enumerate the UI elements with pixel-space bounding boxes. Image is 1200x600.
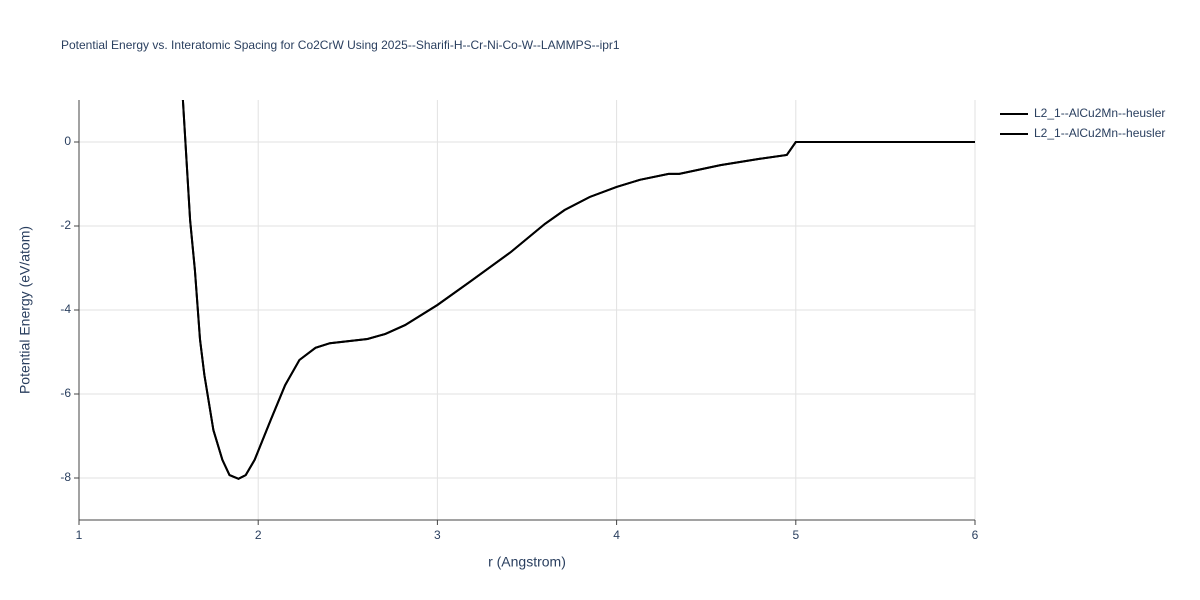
x-axis-label: r (Angstrom) bbox=[488, 554, 566, 570]
legend-label: L2_1--AlCu2Mn--heusler bbox=[1034, 126, 1165, 140]
x-tick-label: 5 bbox=[792, 528, 799, 542]
x-tick-label: 1 bbox=[76, 528, 83, 542]
chart-title: Potential Energy vs. Interatomic Spacing… bbox=[61, 38, 620, 52]
x-tick-label: 4 bbox=[613, 528, 620, 542]
y-axis-label: Potential Energy (eV/atom) bbox=[17, 226, 33, 394]
y-tick-label: 0 bbox=[64, 134, 71, 148]
line bbox=[181, 100, 975, 480]
legend-label: L2_1--AlCu2Mn--heusler bbox=[1034, 106, 1165, 120]
x-tick-label: 6 bbox=[972, 528, 979, 542]
y-tick-label: -6 bbox=[60, 386, 71, 400]
x-tick-label: 2 bbox=[255, 528, 262, 542]
line bbox=[181, 100, 975, 480]
y-tick-label: -2 bbox=[60, 218, 71, 232]
x-tick-label: 3 bbox=[434, 528, 441, 542]
y-tick-label: -4 bbox=[60, 302, 71, 316]
y-tick-label: -8 bbox=[60, 470, 71, 484]
